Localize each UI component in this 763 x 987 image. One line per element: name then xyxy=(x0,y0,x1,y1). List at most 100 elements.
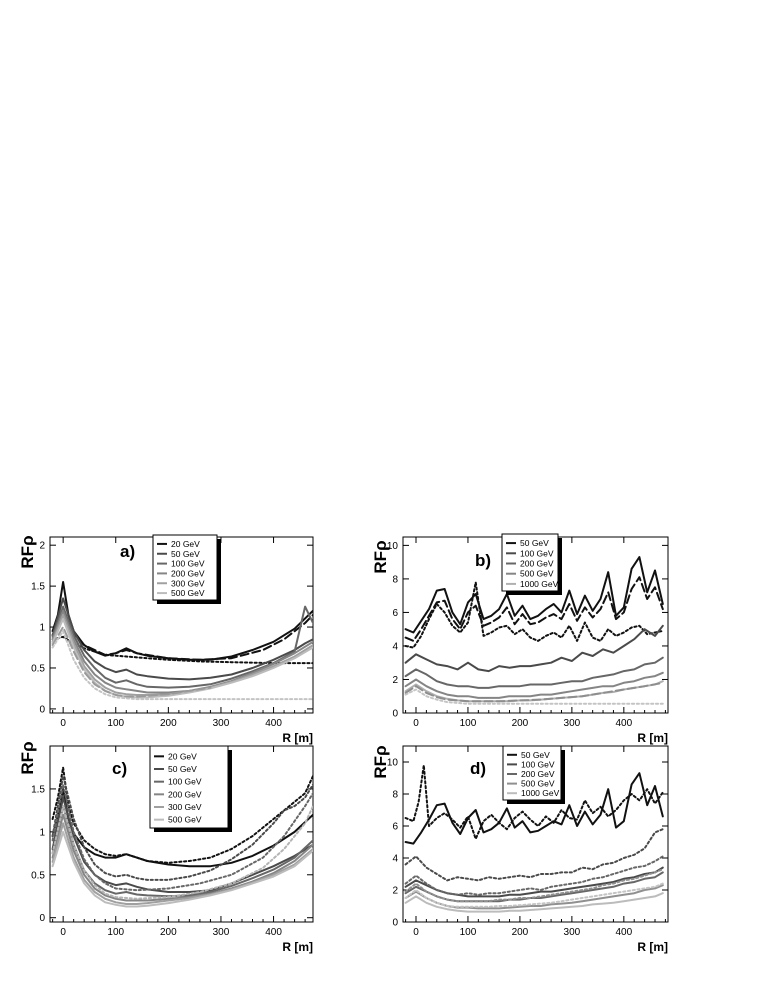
series-line-200-gev xyxy=(51,609,313,694)
x-tick-label: 100 xyxy=(460,718,477,729)
series-line-dot-line xyxy=(51,775,313,881)
y-tick-label: 10 xyxy=(387,541,399,552)
y-tick-label: 1 xyxy=(39,827,45,838)
y-tick-label: 0.5 xyxy=(31,663,45,674)
series-line-dot-line xyxy=(51,630,313,701)
x-tick-label: 200 xyxy=(512,718,529,729)
legend-label: 1000 GeV xyxy=(520,579,559,589)
y-tick-label: 6 xyxy=(392,822,398,833)
series-line-dot-line xyxy=(404,688,664,705)
y-tick-label: 2 xyxy=(392,886,398,897)
series-line-dash-line xyxy=(51,609,313,661)
x-tick-label: 200 xyxy=(160,927,177,938)
x-tick-label: 0 xyxy=(413,718,419,729)
legend-label: 50 GeV xyxy=(168,764,197,774)
series-line-dot-line xyxy=(404,882,664,908)
series-group xyxy=(404,556,664,705)
x-axis-title: R [m] xyxy=(637,940,668,954)
series-line-50-gev xyxy=(51,796,313,893)
series-line-1000-gev xyxy=(404,892,664,913)
y-axis-title: RFρ xyxy=(371,540,390,573)
series-line-50-gev xyxy=(404,772,664,845)
series-line-50-gev xyxy=(51,597,313,681)
x-tick-label: 0 xyxy=(60,927,66,938)
series-line-dash-line xyxy=(404,681,664,703)
chart-panel-d: 0 100 200 300 400 0 2 4 6 8 10 R [m] RFρ d) 50 GeV100 … xyxy=(371,745,669,954)
panel-label: d) xyxy=(470,759,486,778)
legend-label: 200 GeV xyxy=(521,769,555,779)
panel-label: b) xyxy=(475,551,491,570)
x-tick-label: 400 xyxy=(265,927,282,938)
x-axis-title: R [m] xyxy=(282,731,313,745)
legend-label: 500 GeV xyxy=(521,779,555,789)
x-axis-title: R [m] xyxy=(282,940,313,954)
series-line-100-gev xyxy=(404,624,664,673)
legend-label: 200 GeV xyxy=(171,568,205,578)
legend-label: 200 GeV xyxy=(168,789,202,799)
x-tick-label: 300 xyxy=(564,927,581,938)
y-tick-label: 2 xyxy=(39,541,45,552)
y-tick-label: 2 xyxy=(392,675,398,686)
series-group xyxy=(404,764,664,913)
series-line-dot-line xyxy=(51,805,313,900)
x-tick-label: 200 xyxy=(160,718,177,729)
legend-label: 1000 GeV xyxy=(521,788,560,798)
series-line-dot-line xyxy=(404,828,664,882)
legend-label: 500 GeV xyxy=(520,569,554,579)
legend-label: 300 GeV xyxy=(171,578,205,588)
y-tick-label: 0.5 xyxy=(31,870,45,881)
y-tick-label: 0 xyxy=(39,704,45,715)
series-group xyxy=(51,766,313,908)
x-tick-label: 300 xyxy=(213,927,230,938)
legend-box xyxy=(149,745,229,829)
legend-label: 500 GeV xyxy=(168,815,202,825)
legend-label: 20 GeV xyxy=(171,539,200,549)
x-tick-label: 100 xyxy=(107,927,124,938)
legend-label: 50 GeV xyxy=(520,538,549,548)
x-tick-label: 400 xyxy=(615,927,632,938)
legend-label: 100 GeV xyxy=(171,559,205,569)
legend-label: 100 GeV xyxy=(168,777,202,787)
y-axis-title: RFρ xyxy=(18,535,37,568)
y-tick-label: 1.5 xyxy=(31,582,45,593)
x-tick-label: 0 xyxy=(413,927,419,938)
legend-label: 20 GeV xyxy=(168,751,197,761)
x-tick-label: 400 xyxy=(265,718,282,729)
legend-label: 50 GeV xyxy=(521,750,550,760)
series-line-dash-line xyxy=(404,576,664,642)
series-line-dash-line xyxy=(51,626,212,698)
y-axis-title: RFρ xyxy=(18,741,37,774)
y-tick-label: 1 xyxy=(39,623,45,634)
series-line-500-gev xyxy=(51,830,313,908)
series-group xyxy=(51,581,313,701)
x-tick-label: 400 xyxy=(615,718,632,729)
series-line-500-gev xyxy=(404,671,664,699)
series-line-dot-line xyxy=(404,855,664,896)
series-line-300-gev xyxy=(51,613,313,696)
legend-label: 100 GeV xyxy=(521,759,555,769)
series-line-dot-line xyxy=(404,868,664,903)
panel-label: c) xyxy=(112,759,127,778)
legend-label: 100 GeV xyxy=(520,548,554,558)
chart-panel-c: 0 100 200 300 400 0 0.5 1 1.5 R [m] RFρ c) 20 GeV 50 … xyxy=(18,741,314,954)
series-line-500-gev xyxy=(51,617,313,699)
legend-label: 200 GeV xyxy=(520,559,554,569)
series-line-dot-line xyxy=(404,581,664,649)
legend-label: 50 GeV xyxy=(171,549,200,559)
y-tick-label: 4 xyxy=(392,641,398,652)
y-tick-label: 0 xyxy=(392,918,398,929)
y-tick-label: 10 xyxy=(387,758,399,769)
series-line-50-gev xyxy=(404,556,664,634)
y-tick-label: 0 xyxy=(39,913,45,924)
y-tick-label: 8 xyxy=(392,574,398,585)
y-tick-label: 4 xyxy=(392,854,398,865)
legend-box xyxy=(152,534,218,601)
x-tick-label: 0 xyxy=(60,718,66,729)
x-tick-label: 300 xyxy=(564,718,581,729)
series-line-dot-line xyxy=(51,766,313,864)
